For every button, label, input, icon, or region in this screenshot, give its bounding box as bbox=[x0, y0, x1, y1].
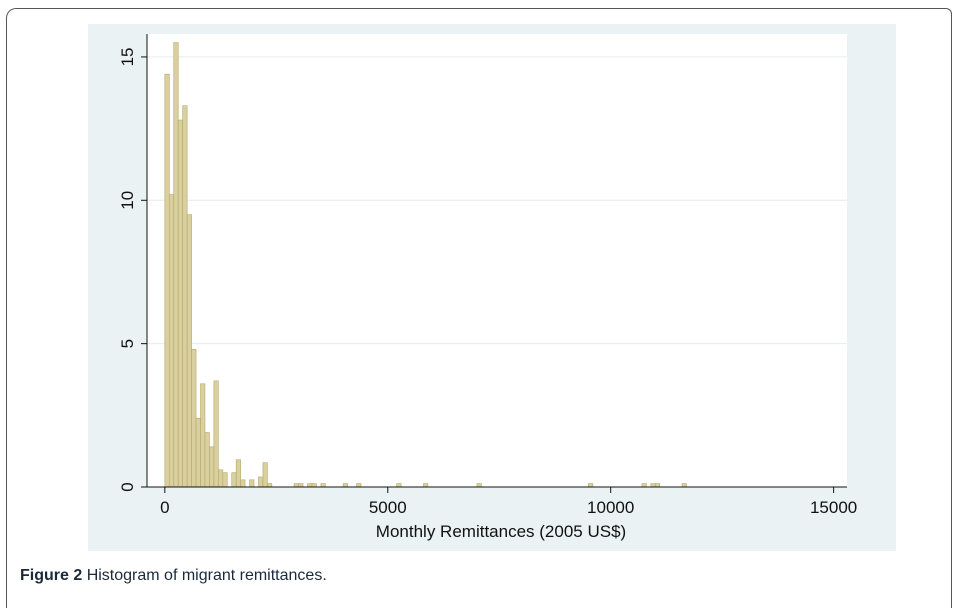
histogram-bar bbox=[356, 483, 362, 488]
histogram-bar bbox=[168, 194, 175, 488]
y-tick-label: 5 bbox=[118, 339, 137, 348]
histogram-bar bbox=[240, 479, 246, 488]
axes bbox=[146, 34, 847, 488]
figure-caption-label: Figure 2 bbox=[20, 567, 83, 584]
histogram-chart: 0 5000 10000 15000 0 5 10 15 Monthly Remittanc… bbox=[88, 24, 896, 551]
histogram-bar bbox=[267, 483, 273, 488]
x-tick-label: 10000 bbox=[587, 498, 634, 517]
histogram-bar bbox=[173, 42, 179, 488]
x-axis-title: Monthly Remittances (2005 US$) bbox=[376, 522, 626, 541]
y-tick-label: 15 bbox=[118, 47, 137, 66]
x-axis-ticks: 0 5000 10000 15000 bbox=[160, 487, 857, 517]
y-tick-label: 10 bbox=[118, 191, 137, 210]
plot-area bbox=[147, 34, 847, 487]
histogram-bar bbox=[293, 483, 299, 488]
histogram-bar bbox=[311, 483, 317, 488]
histogram-bar bbox=[681, 483, 687, 488]
histogram-bar bbox=[298, 483, 304, 488]
histogram-bar bbox=[249, 479, 255, 488]
figure-caption: Figure 2 Histogram of migrant remittance… bbox=[20, 567, 327, 585]
histogram-bar bbox=[320, 483, 326, 488]
x-tick-label: 5000 bbox=[369, 498, 407, 517]
histogram-bar bbox=[588, 483, 594, 488]
y-axis-ticks: 0 5 10 15 bbox=[118, 47, 147, 492]
histogram-bar bbox=[476, 483, 482, 488]
figure-caption-text: Histogram of migrant remittances. bbox=[86, 567, 327, 584]
histogram-bar bbox=[654, 483, 661, 488]
histogram-bar bbox=[177, 119, 183, 488]
histogram-bar bbox=[641, 483, 647, 488]
histogram-bar bbox=[235, 459, 241, 488]
histogram-bar bbox=[231, 472, 237, 488]
histogram-bar bbox=[307, 483, 313, 488]
histogram-bar bbox=[396, 483, 402, 488]
histogram-bar bbox=[423, 483, 429, 488]
histogram-bar bbox=[650, 483, 656, 488]
histogram-bar bbox=[186, 214, 192, 488]
y-tick-label: 0 bbox=[118, 482, 137, 491]
histogram-bar bbox=[218, 469, 224, 488]
x-tick-label: 0 bbox=[160, 498, 169, 517]
histogram-bar bbox=[182, 105, 188, 488]
histogram-bar bbox=[164, 73, 170, 488]
x-tick-label: 15000 bbox=[810, 498, 857, 517]
histogram-bar bbox=[342, 483, 348, 488]
histogram-bar bbox=[204, 432, 210, 488]
histogram-bar bbox=[258, 476, 264, 488]
histogram-bar bbox=[195, 417, 201, 488]
histogram-bar bbox=[191, 349, 197, 488]
histogram-bar bbox=[222, 472, 228, 488]
histogram-bar bbox=[200, 383, 206, 488]
gridlines bbox=[147, 56, 847, 345]
histogram-bar bbox=[213, 380, 219, 488]
histogram-bar bbox=[262, 462, 268, 488]
histogram-bar bbox=[209, 446, 215, 488]
figure-frame bbox=[6, 8, 952, 608]
